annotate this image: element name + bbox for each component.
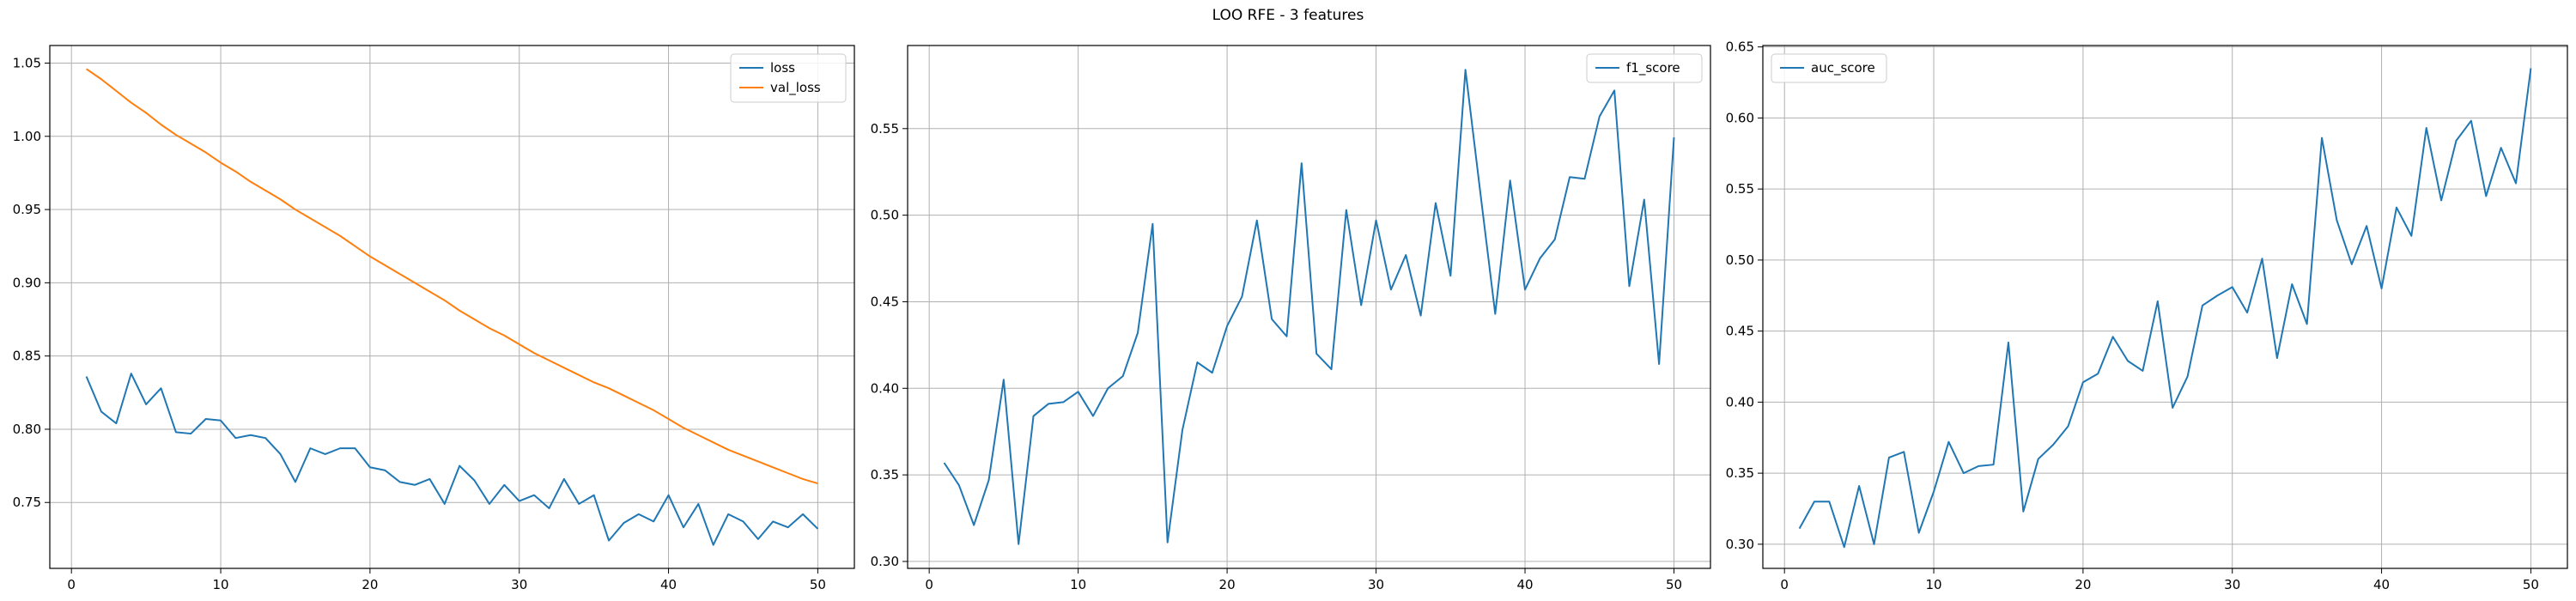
x-tick-label: 50 <box>1666 577 1682 592</box>
x-tick-label: 50 <box>2523 577 2539 592</box>
y-tick-label: 0.80 <box>13 422 41 437</box>
x-tick-label: 20 <box>2075 577 2091 592</box>
x-tick-label: 40 <box>660 577 677 592</box>
y-tick-label: 0.55 <box>871 121 899 137</box>
y-tick-label: 0.50 <box>1726 252 1754 268</box>
series-line-val-loss <box>86 68 818 485</box>
y-tick-label: 0.55 <box>1726 181 1754 197</box>
y-tick-label: 0.90 <box>13 275 41 290</box>
y-tick-label: 0.30 <box>1726 537 1754 552</box>
legend-label-loss: loss <box>770 60 795 76</box>
x-tick-label: 20 <box>361 577 378 592</box>
y-tick-label: 1.00 <box>13 129 41 144</box>
axes-frame <box>907 45 1711 569</box>
legend: loss val_loss <box>730 53 847 103</box>
figure-title: LOO RFE - 3 features <box>1212 7 1364 24</box>
series-line-loss <box>85 373 819 546</box>
legend: auc_score <box>1771 53 1887 83</box>
axes-frame <box>1762 45 2568 569</box>
x-tick-label: 30 <box>1368 577 1384 592</box>
x-tick-label: 40 <box>2373 577 2390 592</box>
chart-panel-2: 0 10 20 30 40 50 0.30 0.35 0.40 0.45 0.50 0.55 f1_sc… <box>871 45 1711 592</box>
chart-panel-1: 0 10 20 30 40 50 0.75 0.80 0.85 0.90 0.95 1.00 1.05 l… <box>13 45 855 592</box>
legend-label-auc-score: auc_score <box>1811 60 1875 76</box>
x-tick-label: 30 <box>511 577 527 592</box>
series-line-auc-score <box>1798 68 2532 549</box>
legend: f1_score <box>1586 53 1703 83</box>
legend-label-val-loss: val_loss <box>770 80 821 96</box>
y-tick-label: 0.95 <box>13 202 41 217</box>
axes-frame <box>49 45 855 569</box>
x-tick-label: 50 <box>810 577 826 592</box>
y-tick-label: 0.85 <box>13 349 41 364</box>
x-tick-label: 0 <box>925 577 933 592</box>
y-tick-label: 0.75 <box>13 495 41 510</box>
y-tick-label: 0.35 <box>871 467 899 483</box>
y-tick-label: 0.65 <box>1726 39 1754 55</box>
x-tick-label: 0 <box>1780 577 1789 592</box>
x-tick-label: 0 <box>67 577 76 592</box>
y-tick-label: 0.35 <box>1726 465 1754 481</box>
legend-box <box>1771 53 1887 83</box>
x-tick-label: 40 <box>1516 577 1533 592</box>
legend-box <box>730 53 847 103</box>
y-tick-label: 0.30 <box>871 554 899 569</box>
x-tick-label: 10 <box>1070 577 1086 592</box>
y-tick-label: 0.60 <box>1726 110 1754 125</box>
y-tick-label: 0.45 <box>1726 324 1754 339</box>
legend-label-f1-score: f1_score <box>1626 60 1680 76</box>
y-tick-label: 1.05 <box>13 55 41 70</box>
x-tick-label: 10 <box>213 577 229 592</box>
x-tick-label: 20 <box>1219 577 1236 592</box>
x-tick-label: 10 <box>1926 577 1942 592</box>
y-tick-label: 0.45 <box>871 294 899 309</box>
y-tick-label: 0.40 <box>1726 394 1754 410</box>
y-tick-label: 0.50 <box>871 208 899 223</box>
legend-box <box>1586 53 1703 83</box>
x-tick-label: 30 <box>2224 577 2240 592</box>
series-line-f1-score <box>943 69 1675 545</box>
y-tick-label: 0.40 <box>871 380 899 396</box>
chart-panel-3: 0 10 20 30 40 50 0.30 0.35 0.40 0.45 0.50 0.55 0.60 0… <box>1726 39 2568 592</box>
